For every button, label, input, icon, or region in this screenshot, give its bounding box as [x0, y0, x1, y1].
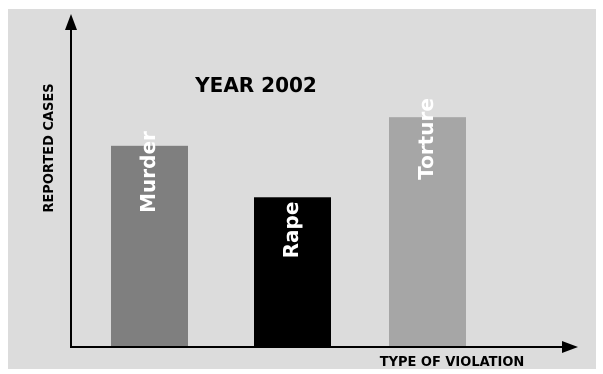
bar-label-torture: Torture	[414, 98, 438, 180]
y-axis-label: REPORTED CASES	[42, 83, 57, 212]
y-axis-arrow	[65, 14, 77, 30]
x-axis-label: TYPE OF VIOLATION	[380, 355, 525, 370]
bars-layer: Murder Rape Torture	[111, 98, 466, 346]
bar-rape	[254, 197, 331, 346]
bar-torture	[389, 117, 466, 346]
bar-murder	[111, 145, 188, 346]
x-axis-arrow	[562, 341, 578, 353]
bar-label-rape: Rape	[279, 202, 303, 259]
chart-title: YEAR 2002	[194, 73, 317, 97]
bar-label-murder: Murder	[136, 131, 160, 213]
